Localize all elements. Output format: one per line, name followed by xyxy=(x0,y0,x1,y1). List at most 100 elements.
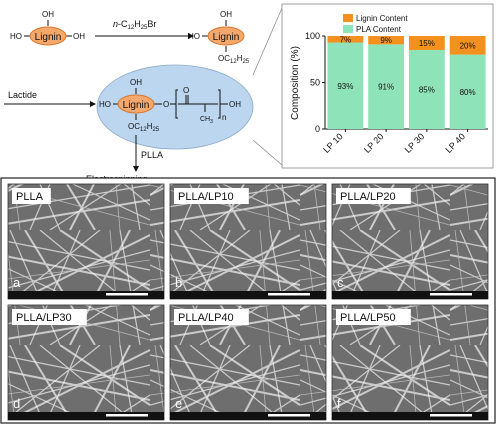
sem-title-box xyxy=(336,188,411,204)
sem-title-box xyxy=(174,309,249,325)
legend-label-lignin: Lignin Content xyxy=(356,14,408,23)
bar-data-label: 93% xyxy=(337,82,353,91)
lignin-ellipse xyxy=(29,26,67,46)
sem-info-bar xyxy=(332,291,488,299)
sem-panel-title: PLLA/LP20 xyxy=(340,191,396,203)
scale-bar xyxy=(268,414,310,417)
bar-pla xyxy=(449,54,486,129)
scale-bar xyxy=(430,293,472,296)
lignin-label: Lignin xyxy=(123,100,150,111)
alkoxy-label: OC12H25 xyxy=(218,54,250,65)
sem-panel-letter: d xyxy=(13,396,20,411)
sem-panels: PLLAaPLLA/LP10bPLLA/LP20cPLLA/LP30dPLLA/… xyxy=(7,183,489,421)
bar-data-label: 15% xyxy=(419,39,435,48)
bar-lignin xyxy=(449,36,486,55)
bar-data-label: 7% xyxy=(340,35,352,44)
bar-data-label: 20% xyxy=(460,41,476,50)
y-tick-label: 0 xyxy=(315,124,320,134)
arrow-head xyxy=(188,33,194,39)
sem-panel-title: PLLA/LP40 xyxy=(178,312,234,324)
sem-panel-title: PLLA/LP10 xyxy=(178,191,234,203)
sem-title-box xyxy=(336,309,411,325)
arrow-head xyxy=(90,101,96,107)
methyl-label: CH3 xyxy=(200,116,213,125)
lignin-ellipse xyxy=(117,94,155,114)
carbonyl-oxygen: O xyxy=(183,86,189,95)
bar-pla xyxy=(327,42,364,130)
callout-line xyxy=(252,7,283,76)
product-highlight xyxy=(96,64,254,150)
legend-label-pla: PLA Content xyxy=(356,25,402,34)
bar-data-label: 91% xyxy=(378,83,394,92)
scale-bar xyxy=(106,414,148,417)
composition-chart: Composition (%) 0 50 100 93% 7% 91% 9% 85% 15% 8… xyxy=(281,3,494,169)
sem-image-grid: PLLAaPLLA/LP10bPLLA/LP20cPLLA/LP30dPLLA/… xyxy=(0,177,496,424)
oh-label: OH xyxy=(73,32,85,41)
sem-info-bar xyxy=(332,412,488,420)
repeat-bracket-left xyxy=(175,89,178,119)
sem-title-box xyxy=(174,188,249,204)
sem-info-bar xyxy=(8,412,164,420)
sem-panel-letter: c xyxy=(337,275,344,290)
sem-info-bar xyxy=(170,291,326,299)
sem-panel-letter: b xyxy=(175,275,182,290)
bar-lignin xyxy=(368,36,405,45)
legend-swatch-pla xyxy=(343,25,353,33)
ho-label: HO xyxy=(188,32,200,41)
scale-bar xyxy=(106,293,148,296)
sem-panel: PLLA/LP40 e xyxy=(169,304,327,421)
sem-panel: PLLA/LP20 c xyxy=(331,183,489,300)
oh-label: OH xyxy=(220,10,232,19)
y-tick-label: 100 xyxy=(305,31,320,41)
bar-pla xyxy=(368,44,405,130)
lactide-label: Lactide xyxy=(8,90,37,100)
sem-panel-title: PLLA/LP50 xyxy=(340,312,396,324)
sem-panel-title: PLLA xyxy=(16,191,44,203)
bars: 93% 7% 91% 9% 85% 15% 80% 20% xyxy=(327,35,486,130)
sem-panel: PLLA a xyxy=(7,183,165,300)
bar-data-label: 9% xyxy=(380,36,392,45)
oh-label: OH xyxy=(130,78,142,87)
sem-title-box xyxy=(12,188,51,204)
callout-line xyxy=(252,139,283,166)
reaction-scheme: Lignin OH HO OH n-C12H25Br Lignin OH HO … xyxy=(4,7,283,184)
plla-label: PLLA xyxy=(141,150,163,160)
ho-label: HO xyxy=(10,32,22,41)
sem-title-box xyxy=(12,309,87,325)
bar-pla xyxy=(408,49,445,130)
repeat-n: n xyxy=(222,113,226,122)
legend: Lignin Content PLA Content xyxy=(343,14,408,34)
sem-panel-title: PLLA/LP30 xyxy=(16,312,72,324)
sem-panel: PLLA/LP50 f xyxy=(331,304,489,421)
sem-panel-letter: f xyxy=(337,396,341,411)
scale-bar xyxy=(430,414,472,417)
lignin-label: Lignin xyxy=(213,32,240,43)
sem-panel-letter: a xyxy=(13,275,21,290)
oh-label: OH xyxy=(42,10,54,19)
lignin-molecule-start: Lignin OH HO OH xyxy=(10,10,85,46)
ester-oxygen: O xyxy=(163,100,169,109)
lignin-ellipse xyxy=(207,26,245,46)
lignin-label: Lignin xyxy=(35,32,62,43)
y-tick-label: 50 xyxy=(310,78,320,88)
bar-lignin xyxy=(408,36,445,50)
legend-swatch-lignin xyxy=(343,14,353,22)
alkoxy-label: OC12H25 xyxy=(128,122,160,133)
scale-bar xyxy=(268,293,310,296)
bar-data-label: 80% xyxy=(460,88,476,97)
lignin-molecule-alkylated: Lignin OH HO OC12H25 xyxy=(188,10,250,65)
bar-data-label: 85% xyxy=(419,85,435,94)
bar-lignin xyxy=(327,36,364,43)
sem-info-bar xyxy=(8,291,164,299)
ho-label: HO xyxy=(99,100,111,109)
sem-info-bar xyxy=(170,412,326,420)
oh-label: OH xyxy=(229,100,241,109)
y-axis-label: Composition (%) xyxy=(290,46,301,120)
sem-panel: PLLA/LP30 d xyxy=(7,304,165,421)
arrow-head xyxy=(133,166,139,172)
y-ticks: 0 50 100 xyxy=(305,31,325,134)
sem-panel: PLLA/LP10 b xyxy=(169,183,327,300)
sem-panel-letter: e xyxy=(175,396,182,411)
lignin-plla-product: Lignin OH HO OC12H25 O O CH3 n OH xyxy=(99,78,241,133)
